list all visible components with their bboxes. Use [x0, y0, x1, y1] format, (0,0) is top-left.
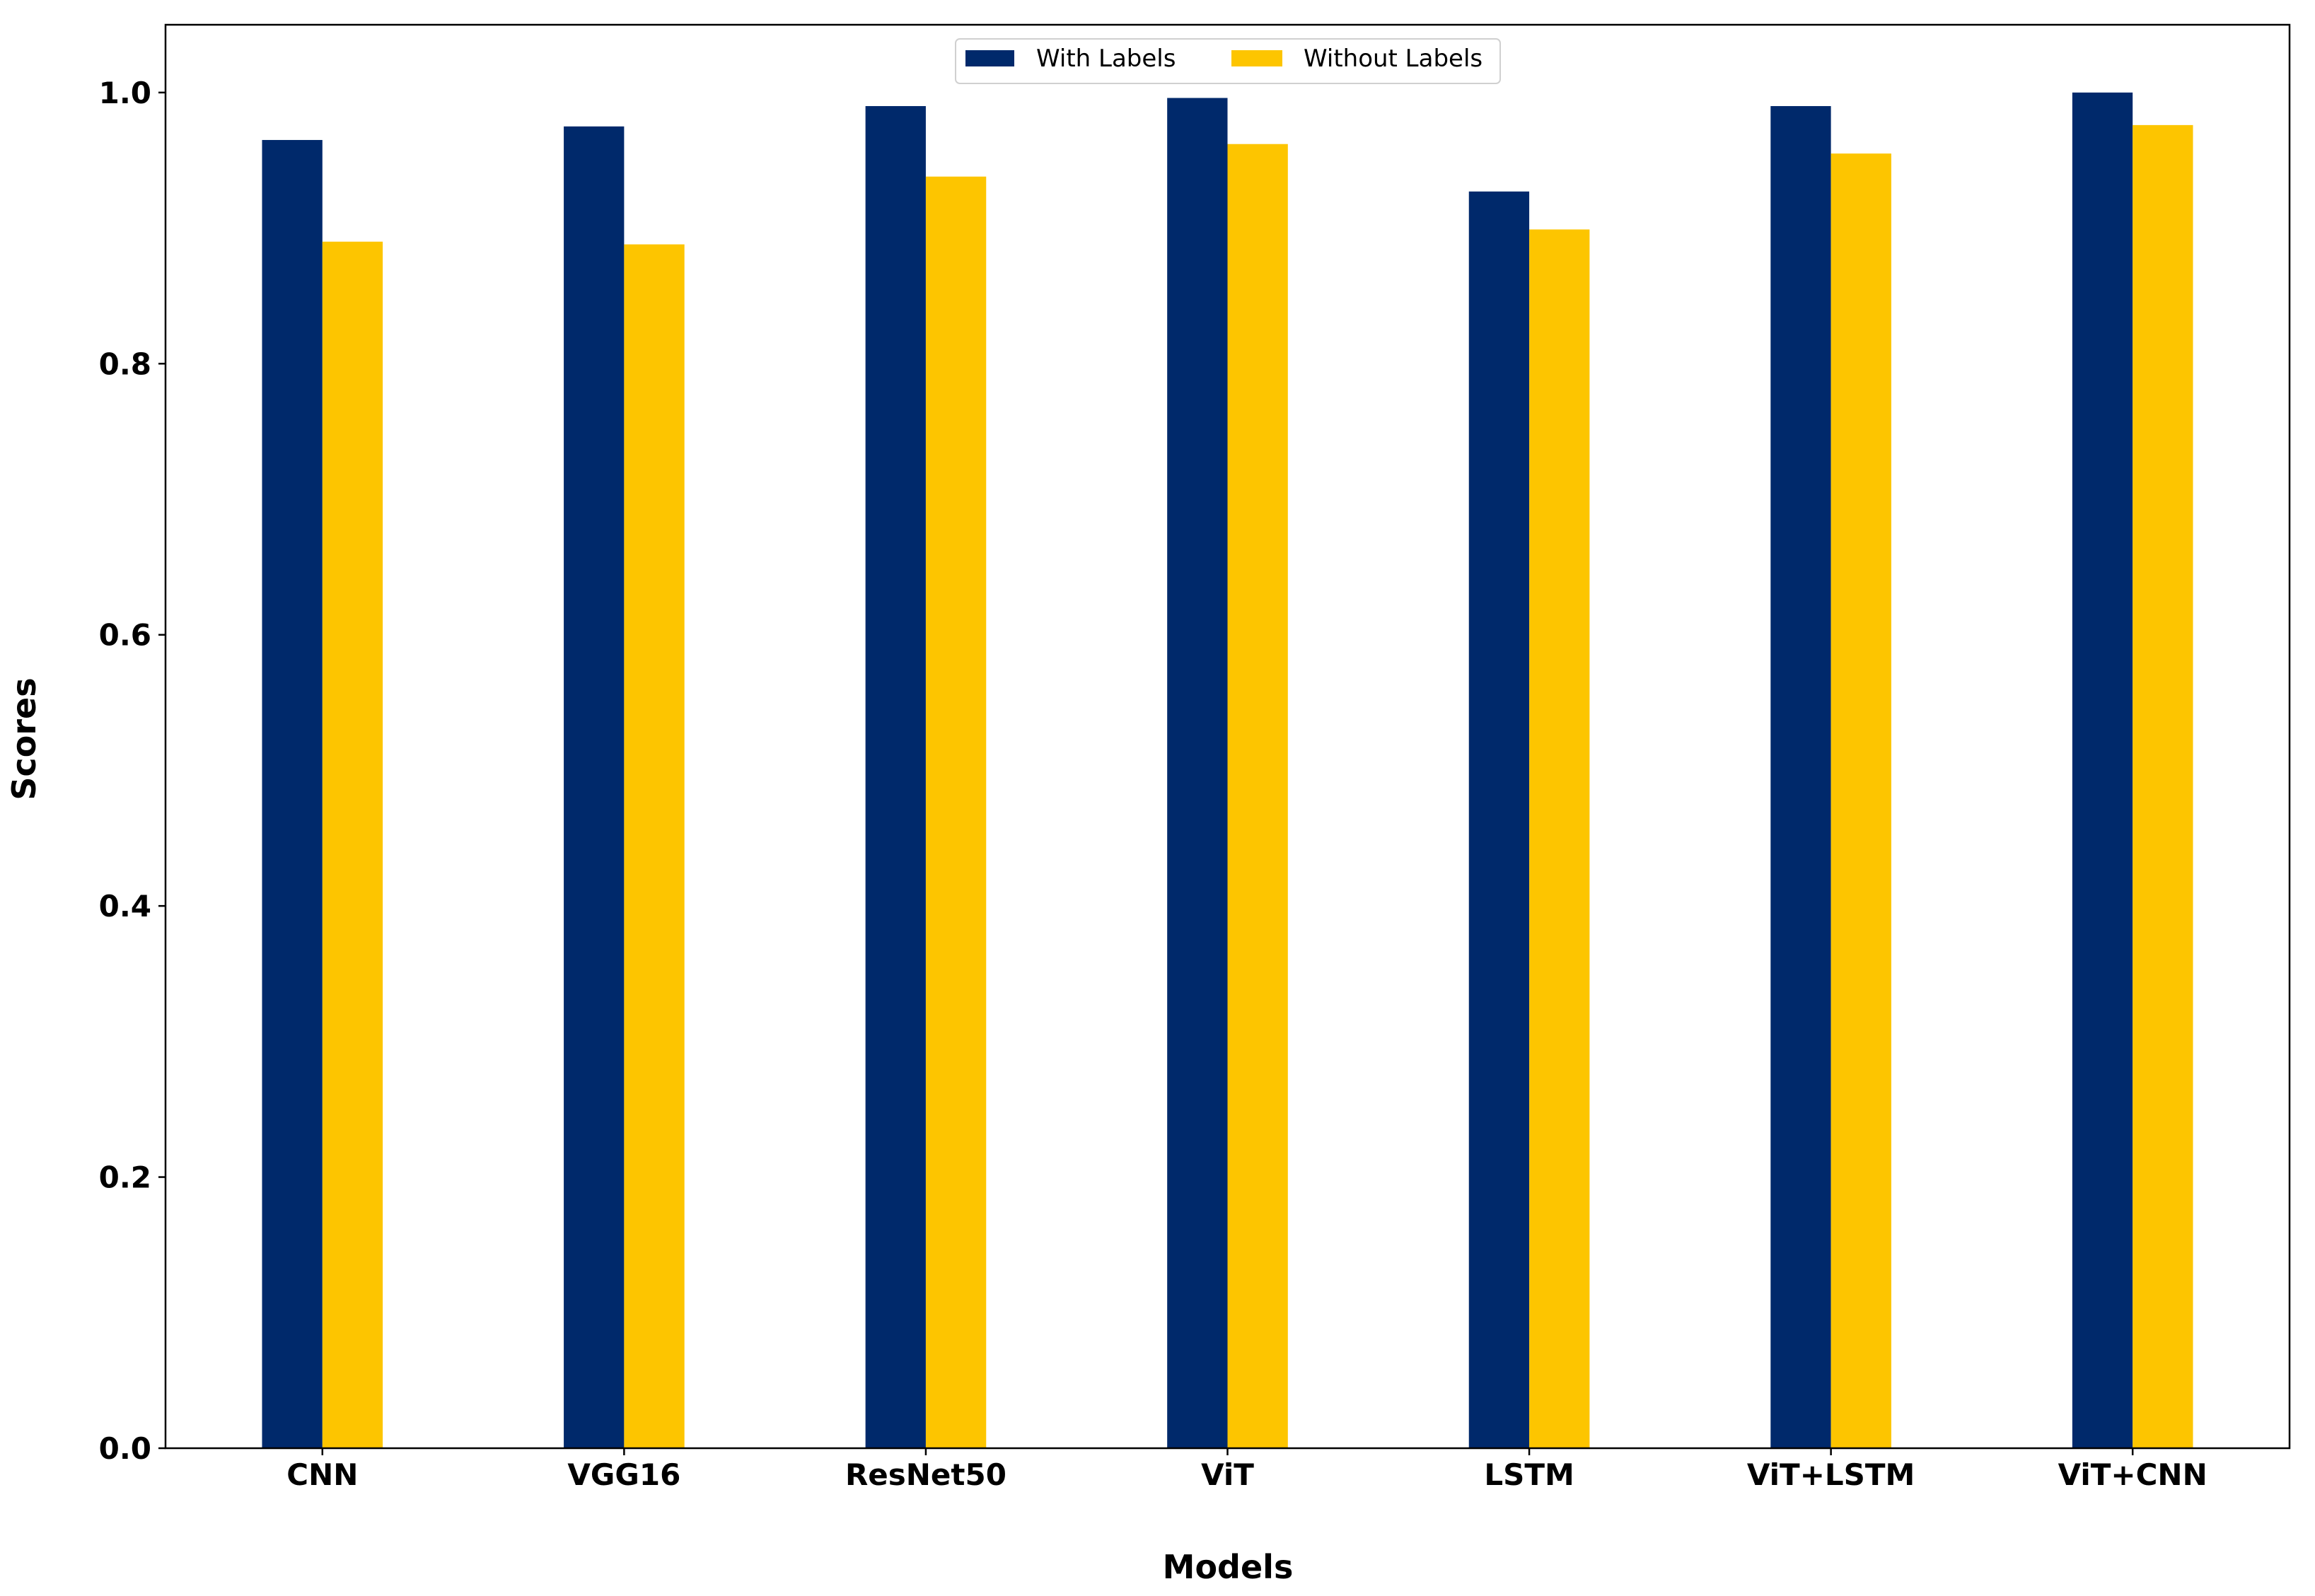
y-tick-label: 0.4 — [99, 889, 151, 924]
y-tick-label: 0.2 — [99, 1160, 151, 1195]
y-axis-label: Scores — [5, 677, 43, 800]
x-tick-label: ViT+LSTM — [1747, 1457, 1915, 1492]
bar-cnn-series-0 — [262, 139, 323, 1448]
x-tick-label: CNN — [286, 1457, 358, 1492]
x-tick-label: ViT — [1201, 1457, 1254, 1492]
bar-resnet50-series-0 — [865, 106, 926, 1448]
y-tick-label: 0.8 — [99, 346, 151, 381]
legend: With Labels Without Labels — [955, 38, 1501, 84]
y-tick-label: 0.6 — [99, 618, 151, 653]
bar-vgg16-series-0 — [564, 126, 625, 1448]
x-tick-label: ResNet50 — [845, 1457, 1006, 1492]
bar-vit-cnn-series-1 — [2133, 124, 2193, 1449]
bar-lstm-series-0 — [1468, 191, 1530, 1448]
y-axis-ticks: 0.0 0.2 0.4 0.6 0.8 1.0 — [99, 76, 166, 1466]
legend-frame — [955, 38, 1501, 84]
legend-label-without-labels: Without Labels — [1304, 45, 1483, 73]
bar-vgg16-series-1 — [624, 244, 685, 1448]
bar-vit-series-0 — [1167, 98, 1228, 1448]
bars-group — [262, 92, 2193, 1449]
legend-swatch-with-labels — [965, 50, 1014, 66]
bar-cnn-series-1 — [322, 241, 383, 1448]
x-axis-label: Models — [1163, 1548, 1294, 1586]
bar-lstm-series-1 — [1529, 229, 1590, 1449]
legend-label-with-labels: With Labels — [1036, 45, 1176, 73]
bar-vit-lstm-series-0 — [1770, 106, 1831, 1448]
x-tick-label: ViT+CNN — [2058, 1457, 2207, 1492]
bar-vit-lstm-series-1 — [1830, 153, 1891, 1449]
bar-resnet50-series-1 — [925, 176, 987, 1449]
bar-vit-series-1 — [1227, 144, 1288, 1448]
y-tick-label: 1.0 — [99, 76, 151, 110]
legend-swatch-without-labels — [1231, 50, 1282, 66]
y-tick-label: 0.0 — [99, 1431, 151, 1466]
x-tick-label: LSTM — [1484, 1457, 1574, 1492]
x-tick-label: VGG16 — [567, 1457, 680, 1492]
bar-vit-cnn-series-0 — [2072, 92, 2133, 1448]
x-axis-ticks: CNN VGG16 ResNet50 ViT LSTM ViT+LSTM ViT+CNN — [286, 1448, 2207, 1492]
